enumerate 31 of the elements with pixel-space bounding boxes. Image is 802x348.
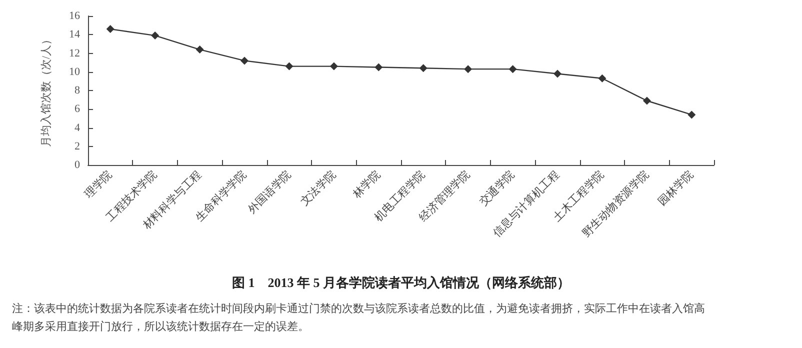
point [508,65,517,74]
point [374,63,383,72]
y-tick-label: 2 [74,140,80,152]
point [151,32,160,40]
y-tick-label: 14 [69,28,80,41]
x-tick-label: 文法学院 [298,168,338,208]
point [240,56,248,65]
text: 注：该表中的统计数据为各院系读者在统计时间段内刷卡通过门禁的次数与该院系读者总数的比值，为避免读者拥挤，实际工作中在读者入馆高峰期多采用直接开门放行，所以该统计数据存在一定的误差。 [12,302,705,333]
point [330,62,338,70]
x-tick-label: 林学院 [350,168,383,202]
y-axis-title: 月均入馆次数（次/人） [40,34,52,148]
point [419,64,428,72]
point [598,74,606,82]
point [642,96,651,105]
text: 图 1 2013 年 5 月各学院读者平均入馆情况（网络系统部） [232,275,570,290]
point [196,46,204,54]
y-tick-label: 12 [69,47,80,60]
point [106,25,114,34]
y-tick-label: 4 [74,122,80,134]
y-tick-label: 10 [69,66,80,78]
x-tick-label: 交通学院 [476,168,518,208]
point [554,70,562,78]
point [688,110,696,119]
y-tick-label: 0 [74,159,80,171]
x-tick-label: 园林学院 [656,168,696,208]
x-tick-label: 理学院 [82,168,115,201]
y-tick-label: 6 [74,103,80,116]
point [464,65,472,74]
y-tick-label: 8 [74,84,80,96]
point [285,62,294,70]
y-tick-label: 16 [69,10,80,22]
